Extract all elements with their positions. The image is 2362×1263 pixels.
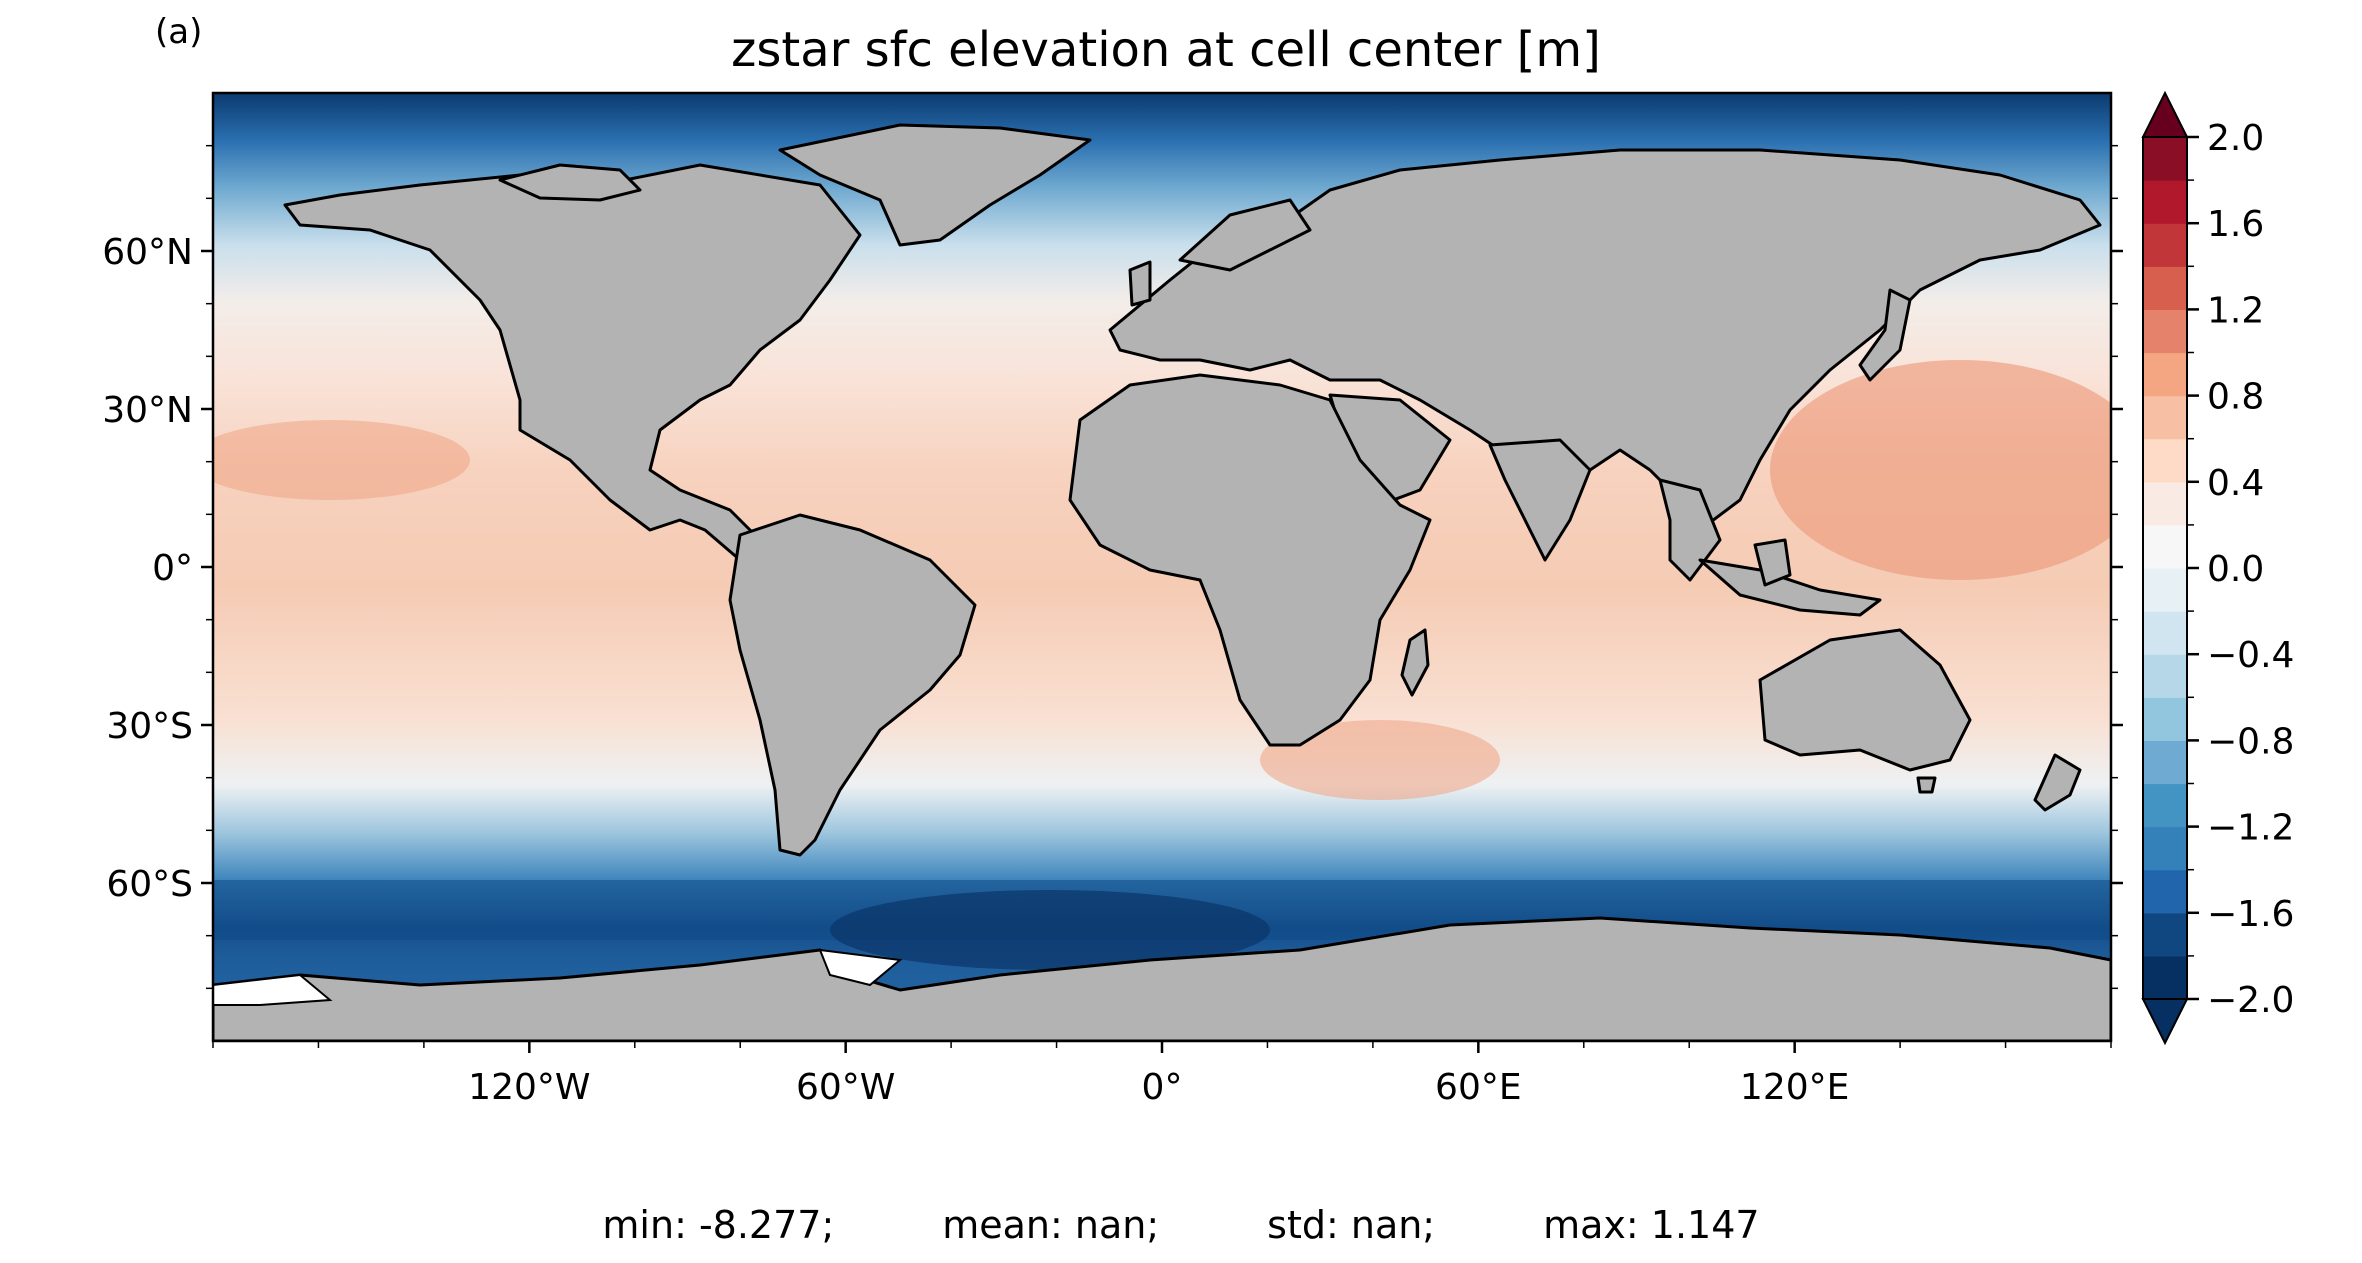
x-tick-label: 0° [1142,1067,1183,1108]
colorbar-tick-label: 0.0 [2207,549,2264,590]
y-tick-label: 60°N [102,232,193,273]
land-madagascar [1400,628,1430,697]
colorbar-segment [2143,955,2187,1000]
land-australia [1758,628,1972,772]
warm-agulhas [1260,720,1500,800]
map-title: zstar sfc elevation at cell center [m] [731,22,1601,78]
y-tick-label: 0° [152,548,193,589]
colorbar-segment [2143,654,2187,698]
colorbar-segment [2143,697,2187,741]
land-eurasia [1108,148,2102,532]
colorbar-segment [2143,783,2187,828]
warm-pool-west-pacific [1770,360,2111,580]
colorbar-tick-label: −0.4 [2207,635,2294,676]
warm-band-north-pacific [213,420,470,500]
ice-shelves [213,948,903,1006]
colorbar: 2.0 1.6 1.2 0.8 0.4 0.0 −0.4 −0.8 −1.2 −1.6 −2.0 [2141,90,2294,1046]
y-tick-label: 30°S [106,706,193,747]
land-se-asia [1658,478,1722,582]
colorbar-segment [2143,568,2187,612]
colorbar-segment [2143,266,2187,310]
colorbar-tick-label: −1.6 [2207,894,2294,935]
colorbar-segment [2143,137,2187,181]
land-scandinavia [1178,198,1312,272]
land-south-america [728,513,977,857]
colorbar-segment [2143,309,2187,354]
colorbar-segment [2143,223,2187,267]
x-tick-label: 60°E [1435,1067,1522,1108]
colorbar-segment [2143,740,2187,785]
land-arctic-islands [498,163,642,202]
land-india [1488,438,1592,562]
colorbar-tick-label: −0.8 [2207,721,2294,762]
colorbar-segment [2143,524,2187,569]
land-new-zealand [2033,753,2082,812]
land-antarctica [213,916,2111,1041]
x-tick-label: 120°E [1740,1067,1849,1108]
y-axis: 60°N 30°N 0° 30°S 60°S [102,144,2123,990]
land-north-america [283,163,862,562]
colorbar-tick-label: −1.2 [2207,808,2294,849]
colorbar-tick-label: 1.2 [2207,290,2264,331]
colorbar-segment [2143,438,2187,483]
y-tick-label: 30°N [102,390,193,431]
x-tick-label: 60°W [796,1067,895,1108]
land-uk [1128,260,1152,307]
colorbar-extend-min [2141,998,2189,1046]
land-tasmania [1916,776,1937,794]
colorbar-tick-label: 1.6 [2207,204,2264,245]
colorbar-segment [2143,611,2187,655]
land-japan [1858,288,1912,382]
colorbar-tick-label: 0.4 [2207,463,2264,504]
stats-line: min: -8.277; mean: nan; std: nan; max: 1.14… [0,1203,2362,1247]
land-borneo [1753,538,1792,587]
land-masses [213,123,2111,1041]
land-greenland [778,123,1092,247]
map-area [213,93,2111,1041]
x-tick-label: 120°W [468,1067,590,1108]
colorbar-tick-label: 0.8 [2207,377,2264,418]
stat-max: max: 1.147 [1543,1203,1760,1247]
colorbar-extend-max [2141,90,2189,138]
stat-min: min: -8.277; [602,1203,835,1247]
stat-std: std: nan; [1267,1203,1436,1247]
stat-mean: mean: nan; [942,1203,1160,1247]
colorbar-segment [2143,826,2187,871]
y-tick-label: 60°S [106,864,193,905]
panel-label: (a) [155,12,203,52]
colorbar-segment [2143,395,2187,440]
colorbar-segment [2143,869,2187,914]
x-axis: 120°W 60°W 0° 60°E 120°E [212,1041,2112,1108]
land-africa [1068,373,1432,747]
colorbar-segment [2143,912,2187,957]
colorbar-tick-label: 2.0 [2207,118,2264,159]
colorbar-tick-label: −2.0 [2207,980,2294,1021]
colorbar-segment [2143,180,2187,224]
colorbar-segment [2143,481,2187,526]
colorbar-segment [2143,352,2187,397]
